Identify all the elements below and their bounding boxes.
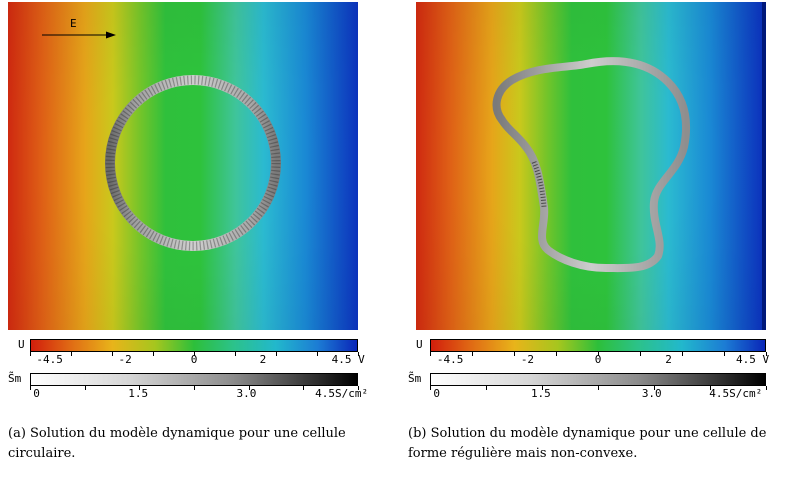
colorbar-u-b: U: [416, 338, 766, 357]
field-label-e: E: [70, 17, 77, 30]
field-shading: [416, 2, 762, 330]
tick-label: 0: [594, 353, 602, 366]
tick-label: 4.5 V: [331, 353, 365, 366]
tick-label: -4.5: [436, 353, 464, 366]
cell-membrane-b: [492, 57, 691, 273]
tick-label: -2: [520, 353, 535, 366]
tick-label: -2: [118, 353, 132, 366]
colorbar-s-ticks-b: 0 1.5 3.0 4.5S/cm²: [430, 386, 767, 400]
colorbar-u-a: U: [18, 338, 358, 357]
colorbar-u-bar: [430, 339, 766, 352]
colorbar-u-bar: [30, 339, 358, 352]
tick-label: 3.0: [641, 387, 662, 400]
tick-label: 0: [33, 387, 40, 400]
colorbar-symbol: U: [18, 338, 25, 351]
tick-label: 4.5S/cm²: [315, 387, 369, 400]
tick-label: 0: [433, 387, 441, 400]
potential-field-b: [416, 2, 766, 330]
caption-a: (a) Solution du modèle dynamique pour un…: [8, 426, 346, 461]
figure-b: U -4.5 -2 0 2 4.5 V S̃m 0 1.5 3.0 4.5S/c…: [408, 0, 788, 479]
colorbar-symbol: S̃m: [8, 372, 22, 385]
arrow-head-icon: [106, 31, 116, 39]
membrane-ring: [492, 57, 691, 273]
membrane-texture: [531, 161, 547, 208]
colorbar-symbol: S̃m: [408, 372, 422, 385]
tick-label: 2: [665, 353, 672, 366]
field-shading: [8, 2, 358, 330]
colorbar-s-bar: [430, 373, 766, 386]
colorbar-s-a: S̃m: [8, 372, 358, 390]
colorbar-symbol: U: [416, 338, 423, 351]
tick-label: 1.5: [530, 387, 551, 400]
tick-label: 4.5S/cm²: [709, 387, 763, 400]
tick-label: 0: [190, 353, 198, 366]
tick-label: 3.0: [236, 387, 257, 400]
tick-label: -4.5: [36, 353, 63, 366]
colorbar-u-ticks-b: -4.5 -2 0 2 4.5 V: [430, 352, 770, 366]
tick-label: 1.5: [128, 387, 149, 400]
tick-label: 2: [259, 353, 267, 366]
tick-label: 4.5 V: [735, 353, 770, 366]
membrane-ring: [105, 75, 281, 251]
colorbar-s-bar: [30, 373, 358, 386]
caption-b: (b) Solution du modèle dynamique pour un…: [408, 426, 767, 461]
colorbar-u-ticks-a: -4.5 -2 0 2 4.5 V: [30, 352, 365, 366]
colorbar-s-b: S̃m: [408, 372, 766, 390]
colorbar-s-ticks-a: 0 1.5 3.0 4.5S/cm²: [30, 386, 368, 400]
membrane-texture: [105, 75, 281, 251]
potential-field-a: E: [8, 2, 358, 330]
figure-a: E U -4.5 -2 0 2 4.5 V S̃m 0 1.5 3.0 4.5S…: [0, 0, 380, 479]
cell-membrane-a: [42, 31, 281, 251]
